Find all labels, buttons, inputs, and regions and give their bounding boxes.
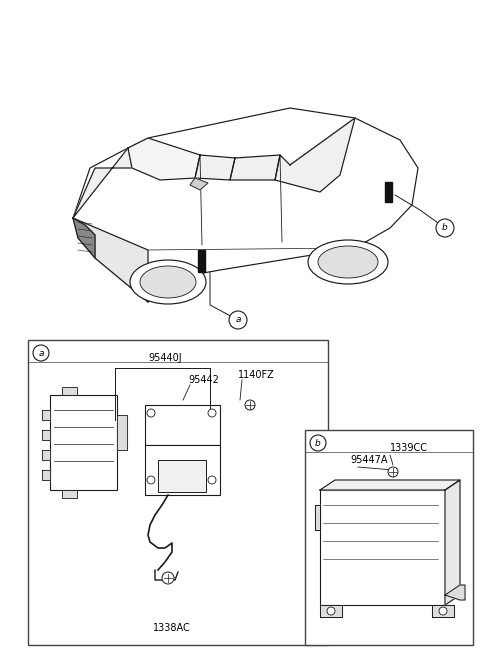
Polygon shape: [445, 480, 460, 605]
Polygon shape: [42, 470, 50, 480]
Text: a: a: [38, 348, 44, 357]
Text: 1338AC: 1338AC: [153, 623, 191, 633]
Polygon shape: [190, 178, 208, 190]
Bar: [145, 445, 220, 495]
Text: 1339CC: 1339CC: [390, 443, 428, 453]
Text: 95440J: 95440J: [148, 353, 181, 363]
Polygon shape: [195, 155, 235, 180]
Circle shape: [245, 400, 255, 410]
Circle shape: [162, 572, 174, 584]
Polygon shape: [73, 218, 95, 258]
Bar: [145, 405, 220, 445]
Circle shape: [208, 476, 216, 484]
Polygon shape: [42, 430, 50, 440]
Ellipse shape: [130, 260, 206, 304]
Polygon shape: [385, 182, 392, 202]
Polygon shape: [198, 250, 205, 272]
Circle shape: [147, 476, 155, 484]
Bar: [305, 430, 473, 645]
Ellipse shape: [140, 266, 196, 298]
Circle shape: [33, 345, 49, 361]
Bar: [62, 387, 77, 395]
Bar: [50, 395, 117, 490]
Text: 1140FZ: 1140FZ: [238, 370, 275, 380]
Bar: [62, 490, 77, 498]
Polygon shape: [275, 118, 355, 192]
Polygon shape: [230, 155, 280, 180]
Polygon shape: [73, 108, 418, 302]
Polygon shape: [73, 148, 132, 218]
Polygon shape: [320, 605, 342, 617]
Polygon shape: [432, 605, 454, 617]
Polygon shape: [42, 450, 50, 460]
Polygon shape: [73, 218, 148, 302]
Text: b: b: [315, 438, 321, 447]
Circle shape: [208, 409, 216, 417]
Circle shape: [436, 219, 454, 237]
Ellipse shape: [308, 240, 388, 284]
Circle shape: [388, 467, 398, 477]
Text: 95442: 95442: [188, 375, 219, 385]
Polygon shape: [42, 410, 50, 420]
Polygon shape: [117, 415, 127, 450]
Bar: [28, 340, 328, 645]
Text: a: a: [235, 315, 241, 325]
Polygon shape: [320, 480, 460, 490]
Text: b: b: [442, 223, 448, 233]
Circle shape: [310, 435, 326, 451]
Polygon shape: [445, 585, 465, 600]
Circle shape: [229, 311, 247, 329]
Circle shape: [147, 409, 155, 417]
Circle shape: [327, 607, 335, 615]
Ellipse shape: [318, 246, 378, 278]
Polygon shape: [128, 138, 200, 180]
Circle shape: [439, 607, 447, 615]
Text: 95447A: 95447A: [350, 455, 387, 465]
Bar: [320, 490, 445, 605]
Bar: [158, 460, 206, 492]
Polygon shape: [315, 505, 320, 530]
